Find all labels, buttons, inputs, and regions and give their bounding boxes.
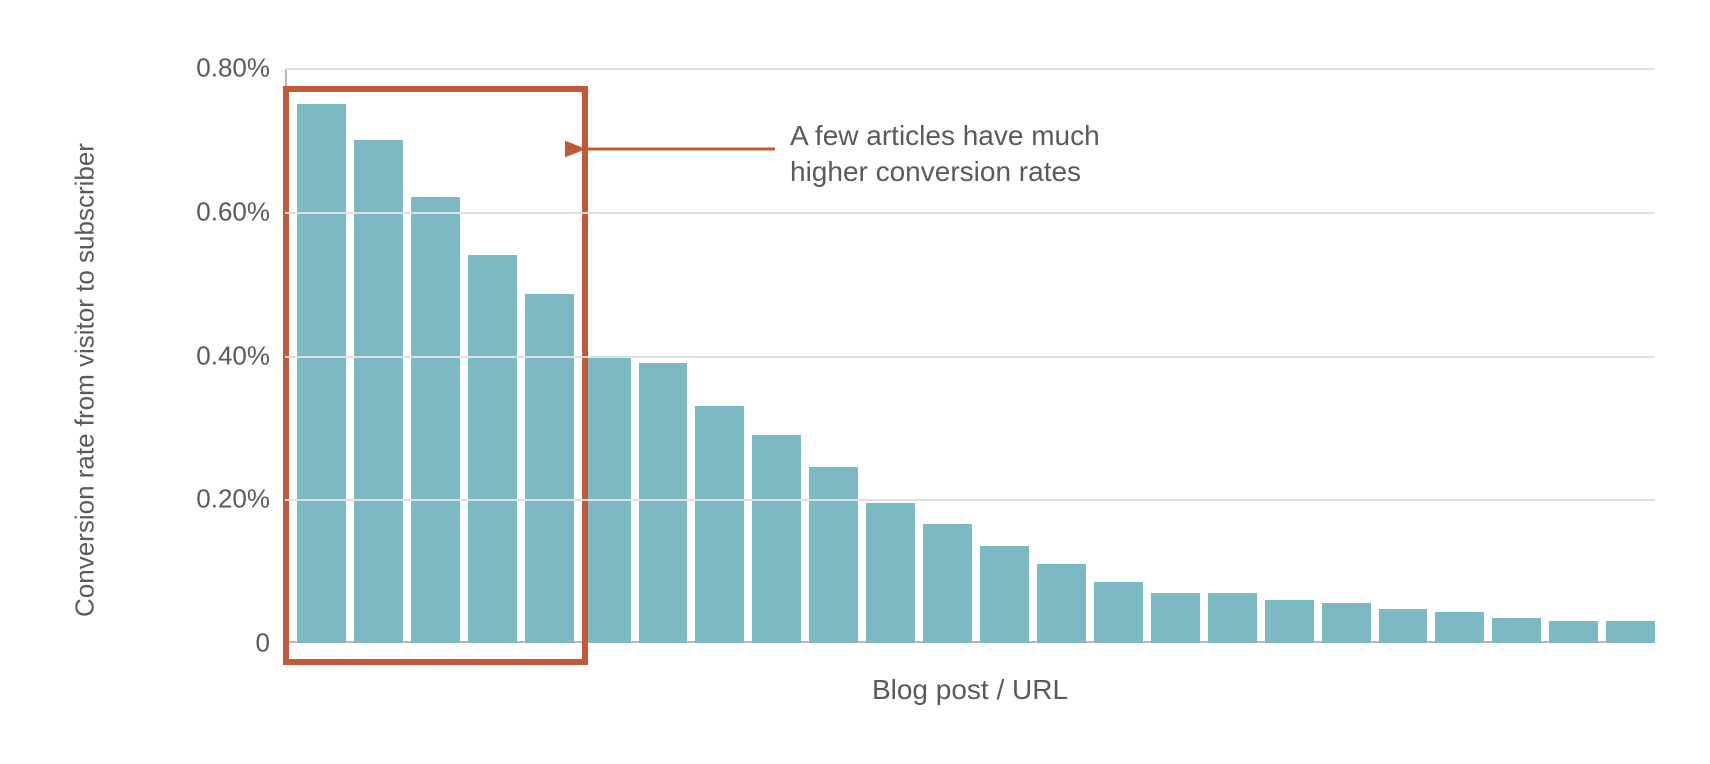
bar bbox=[639, 363, 688, 643]
conversion-chart: Conversion rate from visitor to subscrib… bbox=[140, 20, 1670, 740]
bar bbox=[1379, 609, 1428, 644]
y-axis-label: Conversion rate from visitor to subscrib… bbox=[70, 70, 101, 690]
y-tick-label: 0.80% bbox=[150, 53, 270, 84]
y-tick-label: 0 bbox=[150, 628, 270, 659]
bar bbox=[1549, 621, 1598, 643]
y-tick-label: 0.60% bbox=[150, 196, 270, 227]
y-tick-label: 0.20% bbox=[150, 484, 270, 515]
y-tick-label: 0.40% bbox=[150, 340, 270, 371]
bar bbox=[980, 546, 1029, 643]
bar bbox=[297, 104, 346, 643]
bar bbox=[752, 435, 801, 643]
gridline bbox=[285, 212, 1655, 214]
bar bbox=[411, 197, 460, 643]
bar bbox=[1322, 603, 1371, 643]
bar bbox=[1606, 621, 1655, 643]
bar bbox=[1151, 593, 1200, 643]
bar bbox=[809, 467, 858, 643]
bar bbox=[1435, 612, 1484, 643]
gridline bbox=[285, 499, 1655, 501]
bar bbox=[695, 406, 744, 643]
bar bbox=[468, 255, 517, 643]
bar bbox=[1492, 618, 1541, 643]
bar bbox=[866, 503, 915, 643]
bar bbox=[1094, 582, 1143, 643]
annotation-line1: A few articles have much bbox=[790, 118, 1100, 154]
x-axis-label: Blog post / URL bbox=[872, 674, 1068, 706]
gridline bbox=[285, 356, 1655, 358]
plot-area: A few articles have much higher conversi… bbox=[285, 68, 1655, 643]
annotation-text: A few articles have much higher conversi… bbox=[790, 118, 1100, 191]
annotation-arrow bbox=[565, 124, 815, 184]
annotation-line2: higher conversion rates bbox=[790, 154, 1100, 190]
bar bbox=[525, 294, 574, 643]
bar bbox=[1208, 593, 1257, 643]
bar bbox=[923, 524, 972, 643]
bar bbox=[354, 140, 403, 643]
bar bbox=[1265, 600, 1314, 643]
bar bbox=[1037, 564, 1086, 643]
gridline bbox=[285, 68, 1655, 70]
